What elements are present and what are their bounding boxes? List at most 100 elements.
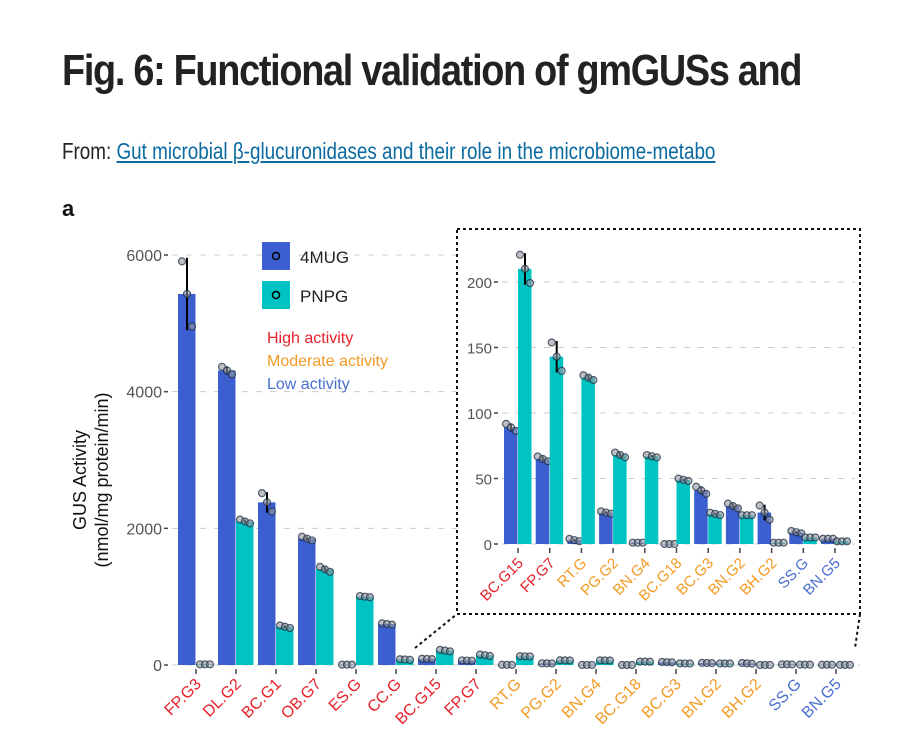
data-point (620, 453, 630, 462)
x-tick-label: DL.G2 (200, 676, 245, 721)
data-point (187, 322, 197, 331)
data-point (811, 533, 820, 542)
bar-pnpg (708, 513, 722, 544)
bar-pnpg (644, 456, 659, 544)
y-tick-label: 4000 (126, 385, 162, 402)
data-point (525, 278, 535, 288)
data-point (365, 593, 375, 602)
data-point (485, 651, 495, 661)
data-point (285, 623, 295, 633)
data-point (245, 519, 255, 528)
inset-connector (414, 613, 458, 649)
data-point (787, 660, 797, 669)
data-point (779, 538, 788, 547)
source-line: From: Gut microbial β-glucuronidases and… (62, 138, 715, 165)
y-tick-label: 0 (153, 658, 162, 675)
bar-pnpg (316, 569, 334, 665)
bar-4mug (504, 427, 518, 544)
data-point (552, 352, 561, 361)
data-point (716, 510, 725, 520)
bar-4mug (694, 490, 708, 544)
bar-4mug (258, 502, 276, 665)
data-point (405, 655, 415, 664)
x-tick-label: BC.G3 (639, 676, 685, 722)
legend-point-icon (271, 251, 281, 261)
data-point (747, 511, 757, 520)
data-point (747, 659, 757, 668)
x-tick-label: FP.G3 (162, 676, 205, 719)
bar-pnpg (581, 377, 595, 544)
y-tick-label: 50 (475, 472, 492, 489)
panel-label: a (62, 196, 75, 221)
data-point (827, 660, 837, 669)
data-point (684, 476, 693, 486)
bar-pnpg (739, 515, 754, 544)
data-point (387, 620, 397, 629)
data-point (507, 660, 517, 669)
bar-4mug (298, 538, 316, 665)
y-axis-label: GUS Activity (70, 430, 90, 530)
activity-legend-item: Moderate activity (267, 353, 388, 370)
y-tick-label: 6000 (126, 248, 162, 265)
bar-pnpg (356, 596, 374, 665)
bar-pnpg (613, 454, 627, 544)
data-point (627, 660, 637, 670)
data-point (177, 257, 187, 266)
data-point (842, 537, 852, 546)
bar-4mug (535, 458, 550, 544)
data-point (182, 289, 192, 299)
data-point (307, 536, 317, 545)
data-point (262, 498, 272, 507)
data-point (652, 453, 661, 462)
data-point (267, 507, 277, 516)
y-tick-label: 200 (467, 275, 492, 292)
data-point (685, 659, 695, 668)
data-point (565, 656, 575, 665)
bar-4mug (218, 370, 236, 665)
bar-pnpg (518, 268, 532, 544)
data-point (845, 660, 855, 669)
data-point (702, 489, 711, 498)
bar-pnpg (676, 479, 690, 544)
bar-pnpg (236, 521, 254, 665)
source-article-link[interactable]: Gut microbial β-glucuronidases and their… (116, 138, 716, 164)
x-tick-label: ES.G (326, 676, 365, 715)
data-point (725, 659, 735, 668)
data-point (765, 660, 775, 670)
legend-swatch-4mug (262, 242, 290, 270)
data-point (733, 504, 743, 513)
bar-pnpg (549, 356, 564, 544)
bar-pnpg (516, 656, 534, 665)
data-point (467, 656, 477, 665)
data-point (347, 660, 357, 669)
y-axis-label-units: (nmol/mg protein/min) (92, 392, 112, 567)
activity-legend-item: High activity (267, 330, 353, 347)
data-point (547, 659, 557, 668)
x-tick-label: BC.G1 (239, 676, 285, 722)
data-point (765, 515, 774, 524)
x-tick-label: FP.G7 (442, 676, 485, 719)
data-point (755, 501, 764, 510)
data-point (587, 660, 597, 670)
legend-swatch-pnpg (262, 281, 290, 309)
y-tick-label: 100 (467, 406, 492, 423)
bar-pnpg (276, 626, 294, 665)
data-point (205, 660, 215, 669)
data-point (557, 366, 566, 375)
from-label: From: (62, 138, 112, 164)
data-point (427, 655, 437, 664)
legend-point-icon (271, 290, 281, 300)
data-point (515, 250, 525, 259)
data-point (547, 338, 556, 347)
y-tick-label: 150 (467, 341, 492, 358)
x-tick-label: BN.G5 (799, 676, 845, 722)
data-point (645, 657, 655, 666)
inset-connector (854, 613, 861, 649)
y-tick-label: 2000 (126, 521, 162, 538)
bar-pnpg (476, 655, 494, 665)
x-tick-label: BN.G2 (679, 676, 725, 722)
data-point (707, 659, 717, 668)
x-tick-label: OB.G7 (278, 676, 325, 723)
bar-4mug (725, 506, 740, 544)
legend-label-pnpg: PNPG (300, 287, 348, 306)
